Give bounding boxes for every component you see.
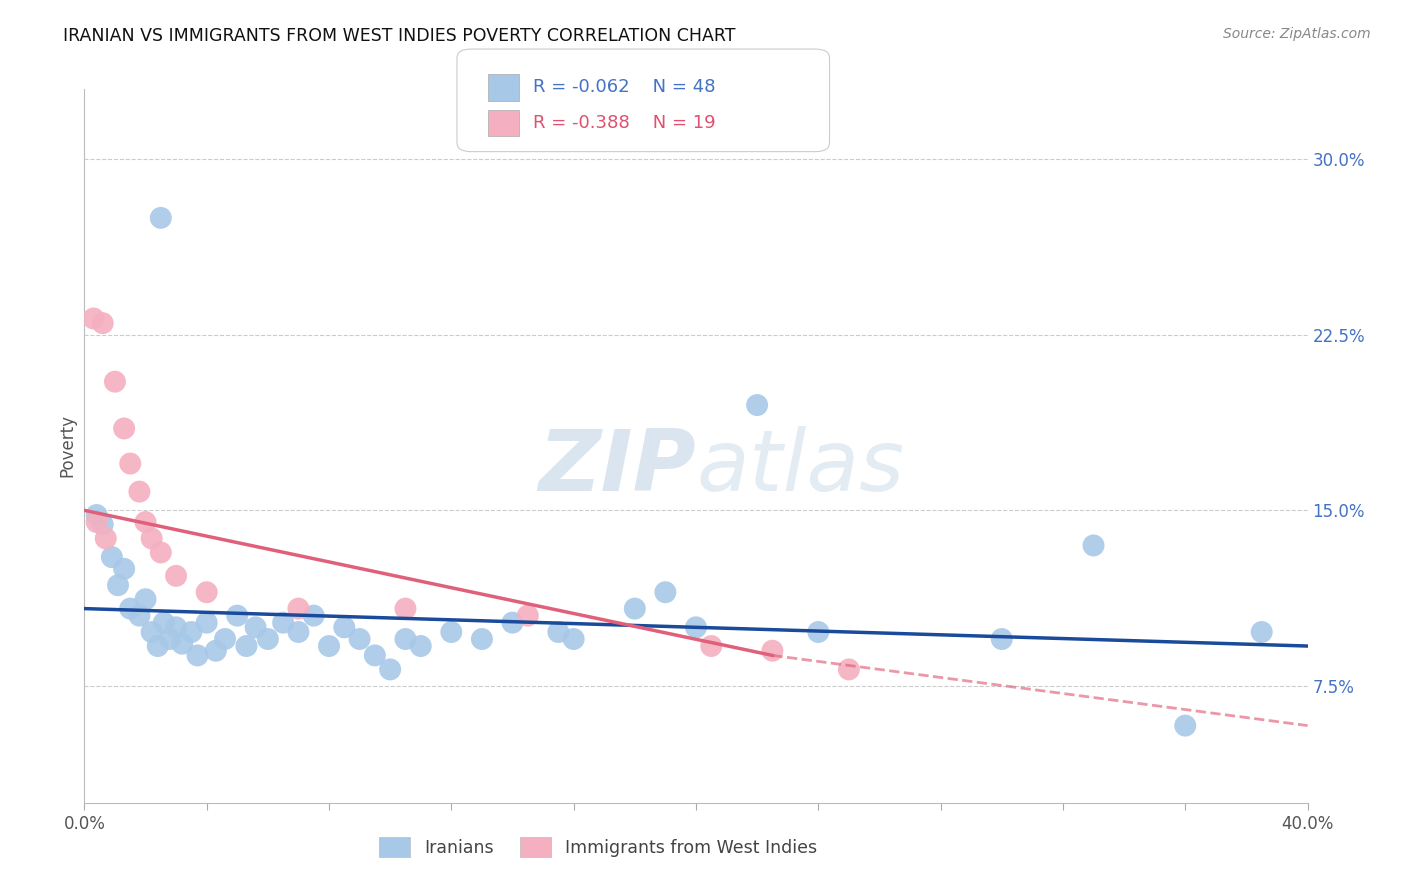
Point xyxy=(747,398,769,412)
Point xyxy=(101,550,124,565)
Point xyxy=(245,620,267,634)
Point xyxy=(547,625,569,640)
Point xyxy=(257,632,280,646)
Legend: Iranians, Immigrants from West Indies: Iranians, Immigrants from West Indies xyxy=(370,828,825,865)
Point xyxy=(409,639,432,653)
Point xyxy=(333,620,356,634)
Point xyxy=(153,615,176,630)
Point xyxy=(685,620,707,634)
Point xyxy=(1083,538,1105,552)
Point xyxy=(107,578,129,592)
Point xyxy=(1250,625,1272,640)
Point xyxy=(180,625,202,640)
Point xyxy=(91,517,114,532)
Point xyxy=(159,632,181,646)
Text: R = -0.062    N = 48: R = -0.062 N = 48 xyxy=(533,78,716,96)
Point xyxy=(165,620,187,634)
Point xyxy=(112,562,135,576)
Point xyxy=(838,662,860,676)
Point xyxy=(380,662,402,676)
Point xyxy=(165,569,187,583)
Point xyxy=(654,585,676,599)
Point xyxy=(287,625,309,640)
Point xyxy=(516,608,538,623)
Text: atlas: atlas xyxy=(696,425,904,509)
Point xyxy=(94,532,117,546)
Text: ZIP: ZIP xyxy=(538,425,696,509)
Y-axis label: Poverty: Poverty xyxy=(58,415,76,477)
Point xyxy=(120,457,142,471)
Point xyxy=(186,648,208,663)
Point xyxy=(104,375,127,389)
Point xyxy=(562,632,585,646)
Point xyxy=(271,615,294,630)
Text: R = -0.388    N = 19: R = -0.388 N = 19 xyxy=(533,114,716,132)
Point xyxy=(318,639,340,653)
Point xyxy=(86,508,108,522)
Point xyxy=(287,601,309,615)
Point xyxy=(149,211,172,225)
Point xyxy=(149,545,172,559)
Point xyxy=(364,648,387,663)
Point xyxy=(120,601,142,615)
Point xyxy=(141,532,163,546)
Point xyxy=(86,515,108,529)
Point xyxy=(91,316,114,330)
Point xyxy=(349,632,371,646)
Point xyxy=(135,592,157,607)
Point xyxy=(141,625,163,640)
Point xyxy=(624,601,647,615)
Point xyxy=(135,515,157,529)
Text: Source: ZipAtlas.com: Source: ZipAtlas.com xyxy=(1223,27,1371,41)
Point xyxy=(502,615,524,630)
Point xyxy=(146,639,169,653)
Point xyxy=(214,632,236,646)
Point xyxy=(195,585,218,599)
Point xyxy=(235,639,257,653)
Point xyxy=(440,625,463,640)
Point xyxy=(128,484,150,499)
Point xyxy=(394,632,416,646)
Point xyxy=(226,608,249,623)
Point xyxy=(83,311,105,326)
Point xyxy=(807,625,830,640)
Point xyxy=(302,608,325,623)
Point xyxy=(394,601,416,615)
Point xyxy=(700,639,723,653)
Point xyxy=(112,421,135,435)
Point xyxy=(195,615,218,630)
Point xyxy=(128,608,150,623)
Point xyxy=(172,637,194,651)
Point xyxy=(991,632,1014,646)
Point xyxy=(761,644,783,658)
Text: IRANIAN VS IMMIGRANTS FROM WEST INDIES POVERTY CORRELATION CHART: IRANIAN VS IMMIGRANTS FROM WEST INDIES P… xyxy=(63,27,735,45)
Point xyxy=(205,644,228,658)
Point xyxy=(471,632,494,646)
Point xyxy=(1174,718,1197,732)
